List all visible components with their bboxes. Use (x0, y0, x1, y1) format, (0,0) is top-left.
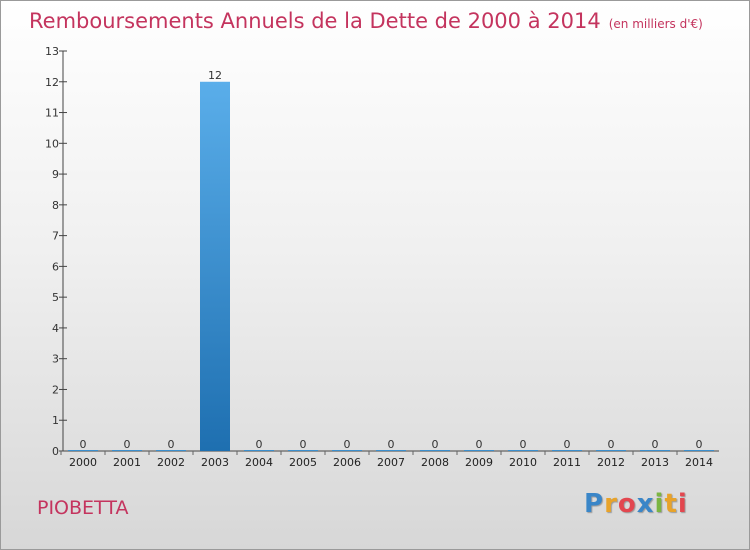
bar (376, 450, 406, 451)
x-tick-label: 2011 (553, 456, 581, 469)
bar (508, 450, 538, 451)
x-tick-label: 2000 (69, 456, 97, 469)
logo-letter: i (677, 489, 688, 519)
y-tick-label: 11 (45, 107, 59, 120)
data-label: 0 (652, 438, 659, 451)
x-tick-label: 2002 (157, 456, 185, 469)
data-label: 0 (564, 438, 571, 451)
bar (332, 450, 362, 451)
x-tick-label: 2014 (685, 456, 713, 469)
y-tick-label: 1 (52, 414, 59, 427)
x-tick-label: 2013 (641, 456, 669, 469)
x-tick-label: 2004 (245, 456, 273, 469)
y-tick-label: 5 (52, 291, 59, 304)
y-tick-label: 12 (45, 76, 59, 89)
data-label: 12 (208, 69, 222, 82)
data-label: 0 (300, 438, 307, 451)
data-label: 0 (388, 438, 395, 451)
x-tick-label: 2009 (465, 456, 493, 469)
data-label: 0 (476, 438, 483, 451)
bar (156, 450, 186, 451)
logo-letter: r (604, 489, 618, 519)
bar (288, 450, 318, 451)
bar (200, 81, 230, 452)
logo-letter: x (636, 489, 655, 519)
chart-title: Remboursements Annuels de la Dette de 20… (29, 9, 703, 33)
x-tick-label: 2007 (377, 456, 405, 469)
bar (552, 450, 582, 451)
logo-letter: i (654, 489, 665, 519)
bar (420, 450, 450, 451)
y-tick-label: 3 (52, 353, 59, 366)
y-tick-label: 10 (45, 137, 59, 150)
data-label: 0 (696, 438, 703, 451)
y-tick-label: 8 (52, 199, 59, 212)
y-tick-label: 0 (52, 445, 59, 458)
bar (596, 450, 626, 451)
bar (68, 450, 98, 451)
data-label: 0 (608, 438, 615, 451)
x-tick-label: 2001 (113, 456, 141, 469)
data-label: 0 (168, 438, 175, 451)
bar (640, 450, 670, 451)
y-tick-label: 13 (45, 45, 59, 58)
data-label: 0 (344, 438, 351, 451)
y-tick-label: 7 (52, 230, 59, 243)
logo-letter: o (617, 489, 637, 519)
data-label: 0 (124, 438, 131, 451)
y-tick-label: 4 (52, 322, 59, 335)
data-label: 0 (80, 438, 87, 451)
x-tick-label: 2012 (597, 456, 625, 469)
y-tick-label: 6 (52, 260, 59, 273)
y-tick-label: 2 (52, 383, 59, 396)
data-label: 0 (432, 438, 439, 451)
bar (464, 450, 494, 451)
bar (112, 450, 142, 451)
x-tick-label: 2005 (289, 456, 317, 469)
x-tick-label: 2003 (201, 456, 229, 469)
chart-unit-note: (en milliers d'€) (608, 17, 703, 31)
logo-letter: P (584, 489, 605, 519)
x-tick-label: 2006 (333, 456, 361, 469)
x-tick-label: 2010 (509, 456, 537, 469)
data-label: 0 (520, 438, 527, 451)
proxiti-logo[interactable]: Proxiti (584, 489, 688, 519)
chart-title-text: Remboursements Annuels de la Dette de 20… (29, 9, 601, 33)
bar (684, 450, 714, 451)
bar (244, 450, 274, 451)
x-tick-label: 2008 (421, 456, 449, 469)
commune-name: PIOBETTA (37, 497, 129, 519)
data-label: 0 (256, 438, 263, 451)
logo-letter: t (664, 489, 678, 519)
y-tick-label: 9 (52, 168, 59, 181)
